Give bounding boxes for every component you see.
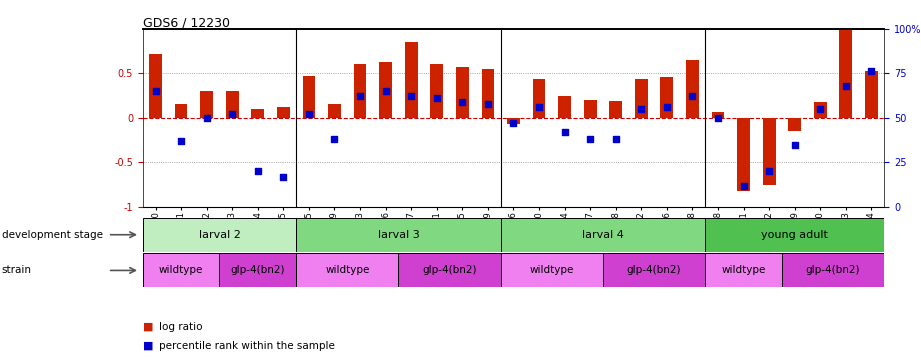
Bar xyxy=(788,118,801,131)
Bar xyxy=(482,69,495,118)
Text: percentile rank within the sample: percentile rank within the sample xyxy=(159,341,335,351)
Point xyxy=(429,95,444,101)
Text: glp-4(bn2): glp-4(bn2) xyxy=(423,265,477,276)
Bar xyxy=(501,218,705,252)
Bar xyxy=(456,67,469,118)
Bar xyxy=(839,29,852,118)
Bar xyxy=(143,218,297,252)
Text: glp-4(bn2): glp-4(bn2) xyxy=(230,265,286,276)
Bar xyxy=(635,80,647,118)
Bar xyxy=(865,71,878,118)
Text: log ratio: log ratio xyxy=(159,322,203,332)
Bar xyxy=(175,104,188,118)
Text: glp-4(bn2): glp-4(bn2) xyxy=(806,265,860,276)
Bar xyxy=(143,253,219,287)
Bar xyxy=(430,64,443,118)
Point xyxy=(174,138,189,144)
Bar xyxy=(660,77,673,118)
Bar xyxy=(782,253,884,287)
Bar xyxy=(328,104,341,118)
Point xyxy=(276,174,291,180)
Point xyxy=(787,142,802,147)
Bar xyxy=(219,253,297,287)
Point xyxy=(813,106,828,112)
Bar xyxy=(354,64,367,118)
Bar xyxy=(226,91,239,118)
Bar xyxy=(379,62,392,118)
Point xyxy=(353,94,367,99)
Text: wildtype: wildtype xyxy=(325,265,369,276)
Point xyxy=(609,136,624,142)
Point xyxy=(379,88,393,94)
Point xyxy=(251,169,265,174)
Bar xyxy=(501,253,603,287)
Point xyxy=(762,169,776,174)
Point xyxy=(327,136,342,142)
Text: development stage: development stage xyxy=(2,230,103,240)
Bar xyxy=(200,91,213,118)
Point xyxy=(199,115,214,121)
Bar xyxy=(251,109,264,118)
Point xyxy=(736,183,751,188)
Point xyxy=(225,111,239,117)
Text: larval 4: larval 4 xyxy=(582,230,624,240)
Text: wildtype: wildtype xyxy=(159,265,204,276)
Bar xyxy=(814,102,827,118)
Bar xyxy=(297,218,501,252)
Text: larval 2: larval 2 xyxy=(199,230,240,240)
Text: GDS6 / 12230: GDS6 / 12230 xyxy=(143,16,229,29)
Bar xyxy=(603,253,705,287)
Text: glp-4(bn2): glp-4(bn2) xyxy=(627,265,682,276)
Point xyxy=(685,94,700,99)
Point xyxy=(864,69,879,74)
Bar xyxy=(705,218,884,252)
Point xyxy=(148,88,163,94)
Bar xyxy=(763,118,775,185)
Text: ■: ■ xyxy=(143,322,153,332)
Bar xyxy=(532,80,545,118)
Point xyxy=(659,104,674,110)
Bar xyxy=(405,42,417,118)
Point xyxy=(507,120,521,126)
Point xyxy=(531,104,546,110)
Point xyxy=(838,83,853,89)
Bar xyxy=(584,100,597,118)
Text: strain: strain xyxy=(2,265,32,276)
Bar xyxy=(507,118,519,124)
Point xyxy=(557,129,572,135)
Point xyxy=(403,94,418,99)
Bar xyxy=(705,253,782,287)
Point xyxy=(711,115,726,121)
Bar xyxy=(297,253,399,287)
Bar xyxy=(302,76,315,118)
Point xyxy=(301,111,316,117)
Text: larval 3: larval 3 xyxy=(378,230,419,240)
Text: wildtype: wildtype xyxy=(530,265,574,276)
Bar xyxy=(610,101,622,118)
Bar xyxy=(686,60,699,118)
Point xyxy=(481,101,495,106)
Point xyxy=(634,106,648,112)
Bar xyxy=(737,118,750,191)
Bar xyxy=(149,54,162,118)
Bar xyxy=(277,107,290,118)
Text: ■: ■ xyxy=(143,341,153,351)
Point xyxy=(455,99,470,105)
Text: wildtype: wildtype xyxy=(721,265,765,276)
Bar xyxy=(712,111,725,118)
Bar xyxy=(399,253,501,287)
Point xyxy=(583,136,598,142)
Bar xyxy=(558,96,571,118)
Text: young adult: young adult xyxy=(762,230,828,240)
